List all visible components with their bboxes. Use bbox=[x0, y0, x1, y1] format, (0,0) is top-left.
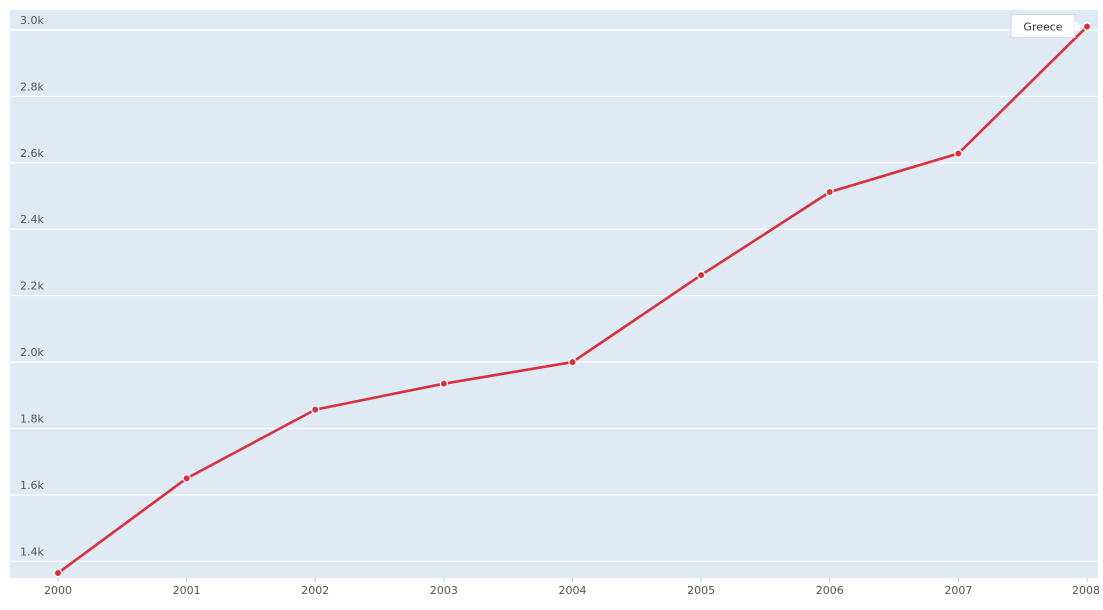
y-tick-label: 2.8k bbox=[20, 80, 44, 93]
data-point[interactable] bbox=[1082, 22, 1092, 31]
data-point[interactable] bbox=[53, 568, 63, 578]
x-tick-label: 2002 bbox=[301, 584, 329, 597]
plot-area bbox=[10, 10, 1098, 578]
x-tick-label: 2000 bbox=[44, 584, 72, 597]
series-label-text: Greece bbox=[1023, 21, 1062, 34]
data-point[interactable] bbox=[439, 379, 449, 388]
x-tick-label: 2007 bbox=[944, 584, 972, 597]
y-tick-label: 2.6k bbox=[20, 147, 44, 160]
series-layer bbox=[53, 22, 1092, 578]
series-label: Greece bbox=[1010, 14, 1082, 39]
data-point[interactable] bbox=[568, 357, 577, 367]
y-tick-label: 1.4k bbox=[20, 545, 44, 558]
y-tick-label: 1.6k bbox=[20, 479, 44, 492]
x-tick-label: 2005 bbox=[687, 584, 715, 597]
y-tick-label: 3.0k bbox=[20, 14, 44, 27]
data-point[interactable] bbox=[954, 149, 963, 158]
y-tick-label: 2.2k bbox=[20, 280, 44, 293]
x-tick-label: 2001 bbox=[173, 584, 201, 597]
data-point[interactable] bbox=[182, 474, 191, 483]
y-tick-label: 1.8k bbox=[20, 413, 44, 426]
x-tick-label: 2003 bbox=[430, 584, 458, 597]
series-label-pointer bbox=[1075, 21, 1082, 32]
x-tick-label: 2008 bbox=[1072, 584, 1100, 597]
data-point[interactable] bbox=[696, 270, 706, 280]
y-tick-label: 2.0k bbox=[20, 346, 44, 359]
x-tick-label: 2006 bbox=[816, 584, 844, 597]
y-tick-label: 2.4k bbox=[20, 213, 44, 226]
data-point[interactable] bbox=[311, 405, 320, 414]
data-point[interactable] bbox=[825, 187, 834, 197]
x-tick-label: 2004 bbox=[559, 584, 587, 597]
gridlines bbox=[10, 29, 1098, 563]
x-axis: 2000 2001 2002 2003 2004 2005 2006 2007 2008 bbox=[44, 578, 1100, 597]
series-labels: Greece bbox=[1010, 14, 1082, 39]
y-axis: 1.4k 1.6k 1.8k 2.0k 2.2k 2.4k 2.6k 2.8k 3.0k bbox=[20, 14, 44, 558]
